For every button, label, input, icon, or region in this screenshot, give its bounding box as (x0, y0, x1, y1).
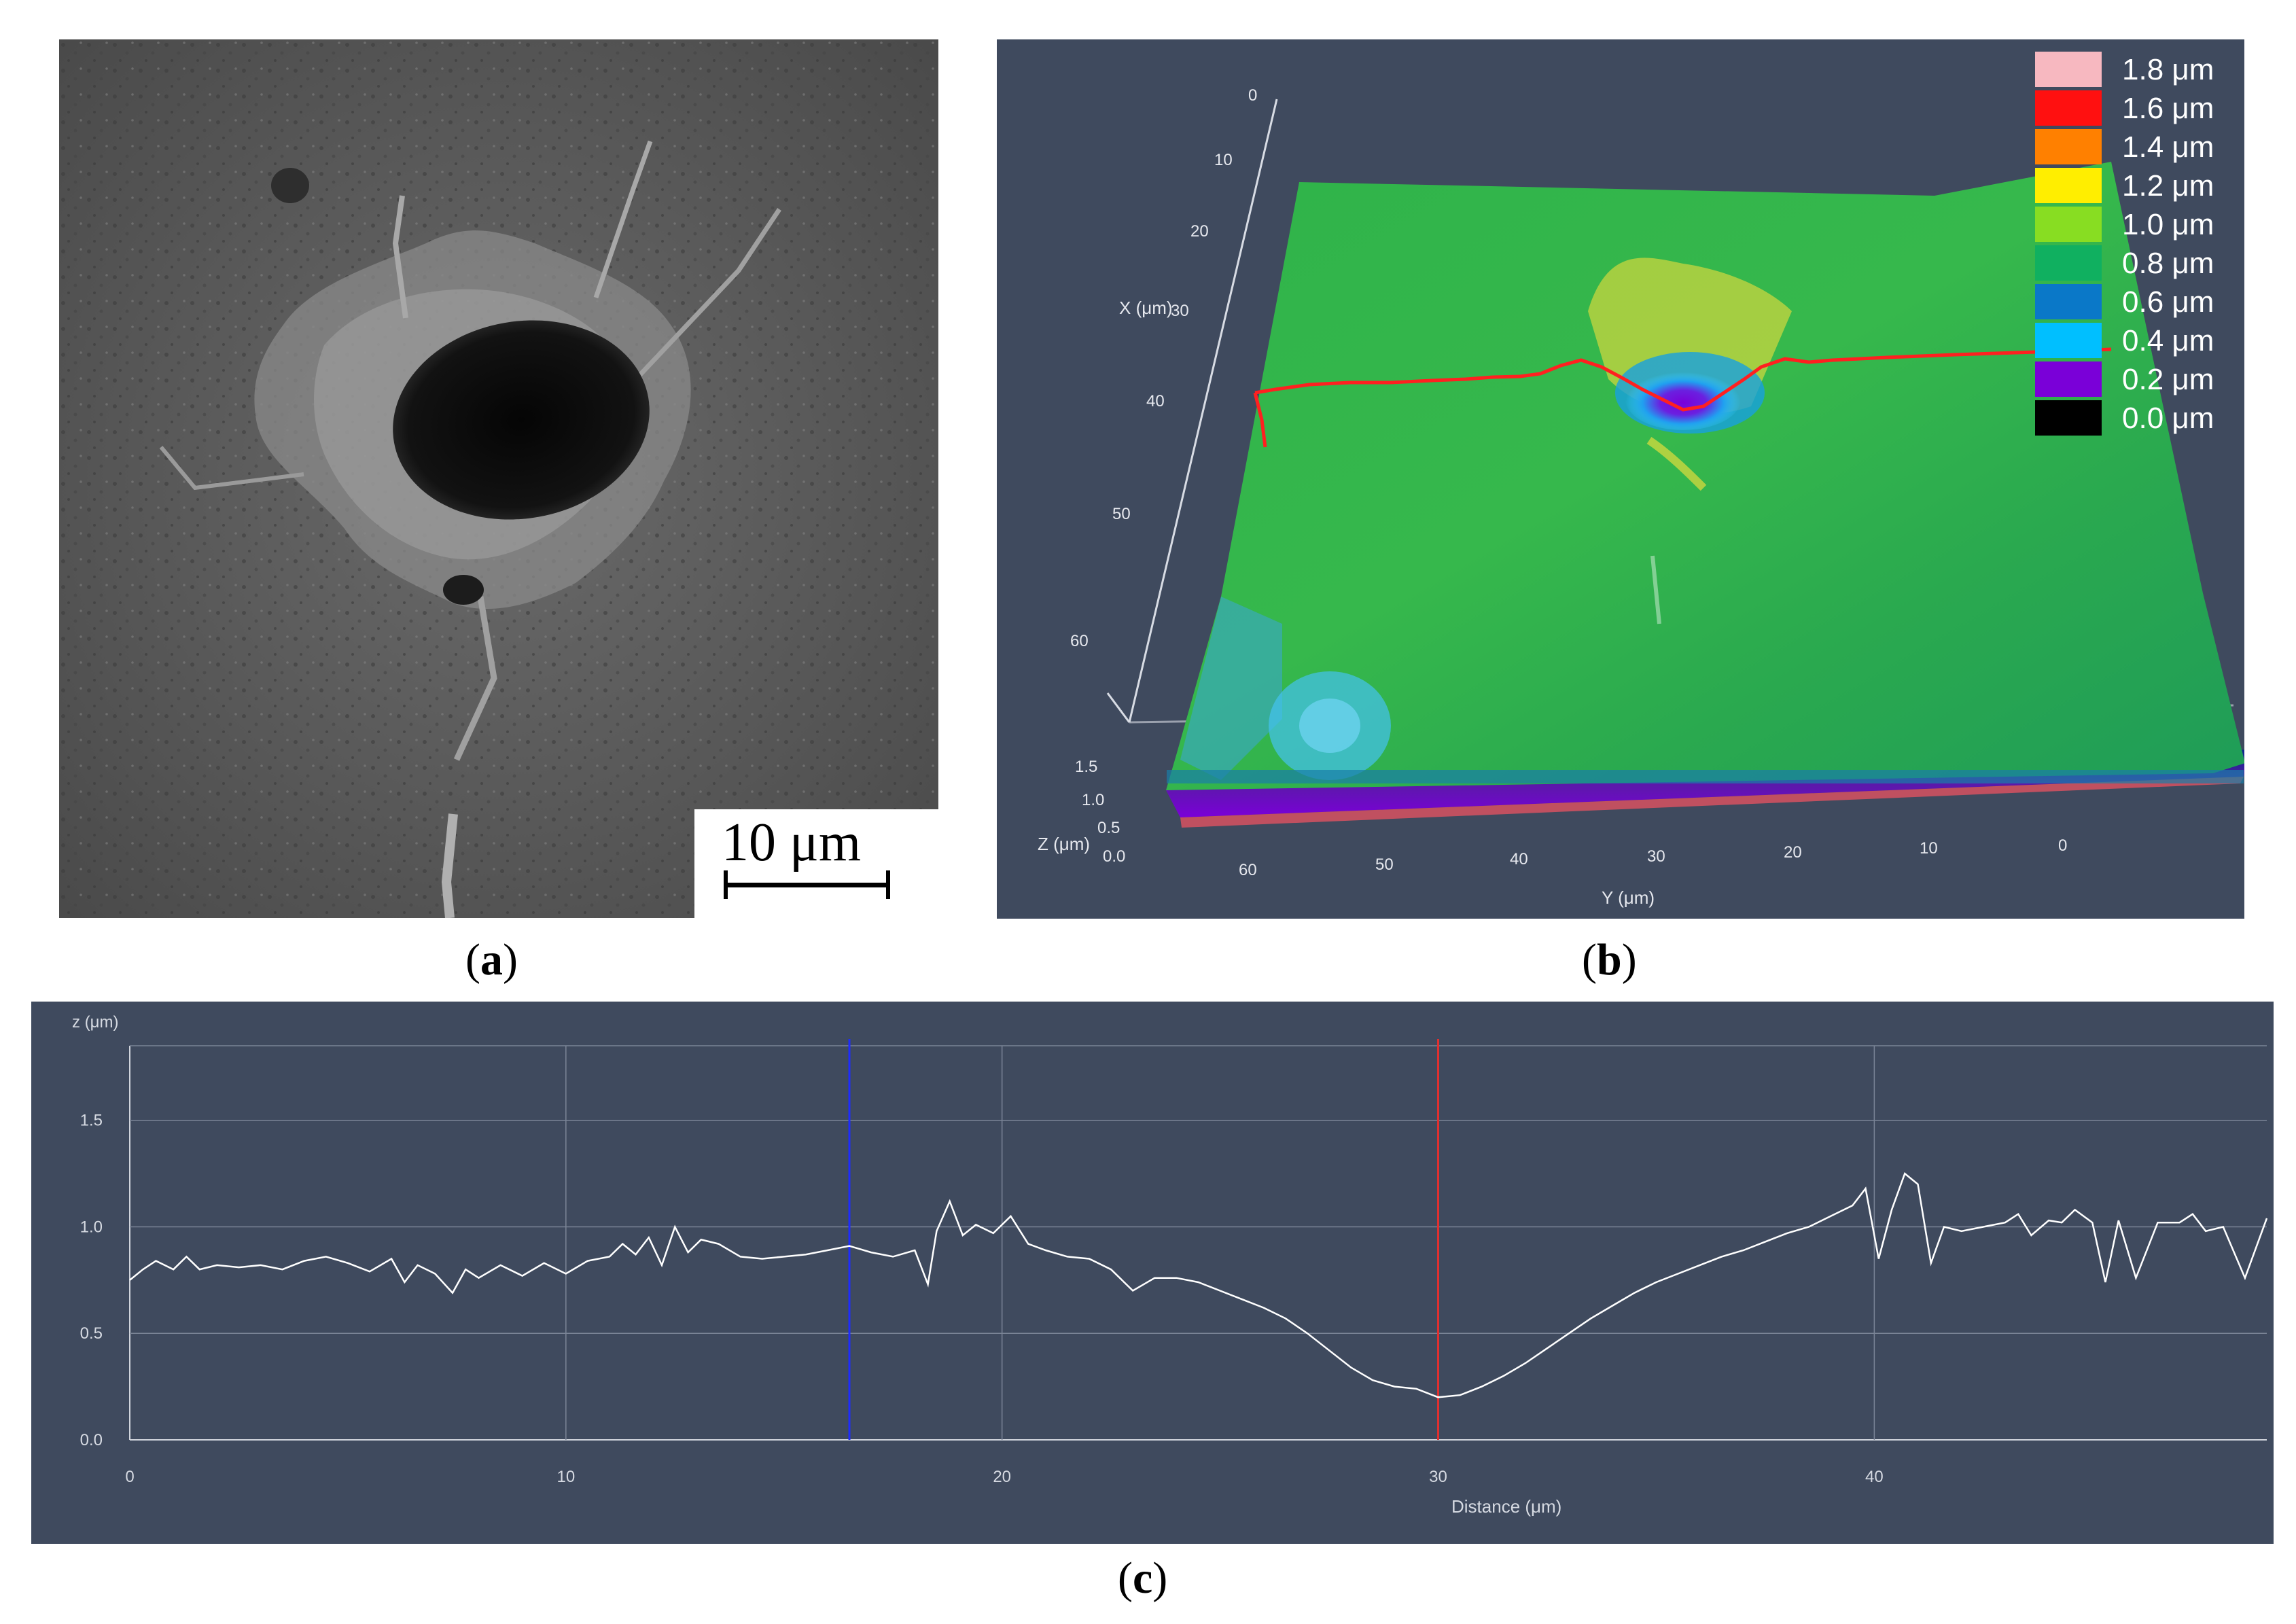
micrograph-image (59, 39, 938, 918)
z-axis-line (1106, 692, 1131, 723)
legend-label: 1.2 μm (2122, 169, 2214, 202)
legend-label: 1.8 μm (2122, 53, 2214, 86)
y-axis-label: z (μm) (72, 1013, 118, 1031)
x-tick: 50 (1112, 505, 1131, 523)
x-tick: 0 (1248, 86, 1257, 105)
x-tick-labels: 0 10 20 30 40 50 60 (1070, 86, 1257, 650)
scale-bar-box: 10 μm (694, 809, 938, 918)
z-axis-label: Z (μm) (1038, 834, 1090, 854)
z-tick: 1.0 (1082, 791, 1104, 809)
legend-label: 0.4 μm (2122, 324, 2214, 357)
y-tick-label: 0.5 (80, 1324, 103, 1343)
x-tick-label: 30 (1429, 1468, 1447, 1486)
surface-3d-view: X (μm) Z (μm) Y (μm) 0 10 20 30 40 50 60… (1038, 86, 2244, 908)
y-tick-label: 1.0 (80, 1218, 103, 1236)
x-axis-line (1128, 99, 1278, 723)
legend-swatch (2035, 52, 2102, 87)
profile-line (1254, 347, 2112, 412)
legend-label: 0.8 μm (2122, 247, 2214, 280)
x-tick: 20 (1190, 222, 1209, 241)
y-axis-label: Y (μm) (1602, 887, 1655, 908)
scale-bar-label: 10 μm (722, 813, 862, 872)
x-tick-label: 0 (125, 1468, 134, 1486)
z-tick-labels: 1.5 1.0 0.5 0.0 (1075, 758, 1125, 866)
legend-label: 1.4 μm (2122, 130, 2214, 164)
x-tick-label: 20 (993, 1468, 1011, 1486)
legend-label: 0.2 μm (2122, 363, 2214, 396)
surface-top (1166, 162, 2244, 790)
legend-swatch (2035, 207, 2102, 242)
profile-series-line (129, 1172, 2268, 1398)
x-tick-label: 10 (557, 1468, 575, 1486)
x-axis-label: X (μm) (1119, 298, 1173, 318)
legend-label: 0.6 μm (2122, 285, 2214, 319)
x-tick: 10 (1214, 151, 1233, 169)
y-tick-label: 1.5 (80, 1112, 103, 1130)
surface-3d-panel: X (μm) Z (μm) Y (μm) 0 10 20 30 40 50 60… (997, 39, 2244, 919)
y-tick: 20 (1784, 843, 1802, 862)
legend-label: 0.0 μm (2122, 402, 2214, 435)
caption-b: (b) (1582, 935, 1637, 985)
profile-chart-panel: 0.0 0.5 1.0 1.5 0 10 20 30 40 z (μm) Distance (μ… (31, 1002, 2274, 1544)
z-tick: 0.0 (1103, 847, 1125, 866)
y-tick: 30 (1647, 847, 1665, 866)
caption-c: (c) (1118, 1553, 1168, 1603)
height-legend: 1.8 μm 1.6 μm 1.4 μm 1.2 μm 1.0 μm 0.8 μm 0.6 … (2035, 52, 2239, 439)
legend-swatch (2035, 284, 2102, 319)
x-tick: 60 (1070, 632, 1089, 650)
legend-label: 1.0 μm (2122, 208, 2214, 241)
y-tick: 40 (1510, 850, 1528, 868)
y-tick-label: 0.0 (80, 1431, 103, 1449)
y-tick-labels: 60 50 40 30 20 10 0 (1239, 836, 2067, 879)
x-axis-label: Distance (μm) (1451, 1496, 1561, 1517)
scale-bar (724, 883, 890, 887)
legend-swatch (2035, 400, 2102, 436)
z-tick: 0.5 (1097, 819, 1120, 837)
legend-label: 1.6 μm (2122, 92, 2214, 125)
y-tick: 10 (1920, 839, 1938, 858)
y-tick: 0 (2058, 836, 2067, 855)
z-tick: 1.5 (1075, 758, 1097, 776)
x-tick: 40 (1146, 392, 1165, 410)
legend-swatch (2035, 90, 2102, 126)
legend-swatch (2035, 245, 2102, 281)
scale-bar-cap-left (724, 870, 728, 899)
x-tick-label: 40 (1865, 1468, 1884, 1486)
y-tick: 50 (1375, 855, 1394, 874)
legend-swatch (2035, 168, 2102, 203)
profile-chart: 0.0 0.5 1.0 1.5 0 10 20 30 40 z (μm) Distance (μ… (72, 1013, 2268, 1517)
legend-swatch (2035, 361, 2102, 397)
legend-swatch (2035, 323, 2102, 358)
micrograph-panel: 10 μm (59, 39, 938, 918)
scale-bar-cap-right (886, 870, 890, 899)
x-tick: 30 (1171, 302, 1189, 320)
y-tick: 60 (1239, 861, 1257, 879)
legend-swatch (2035, 129, 2102, 164)
caption-a: (a) (465, 935, 518, 985)
